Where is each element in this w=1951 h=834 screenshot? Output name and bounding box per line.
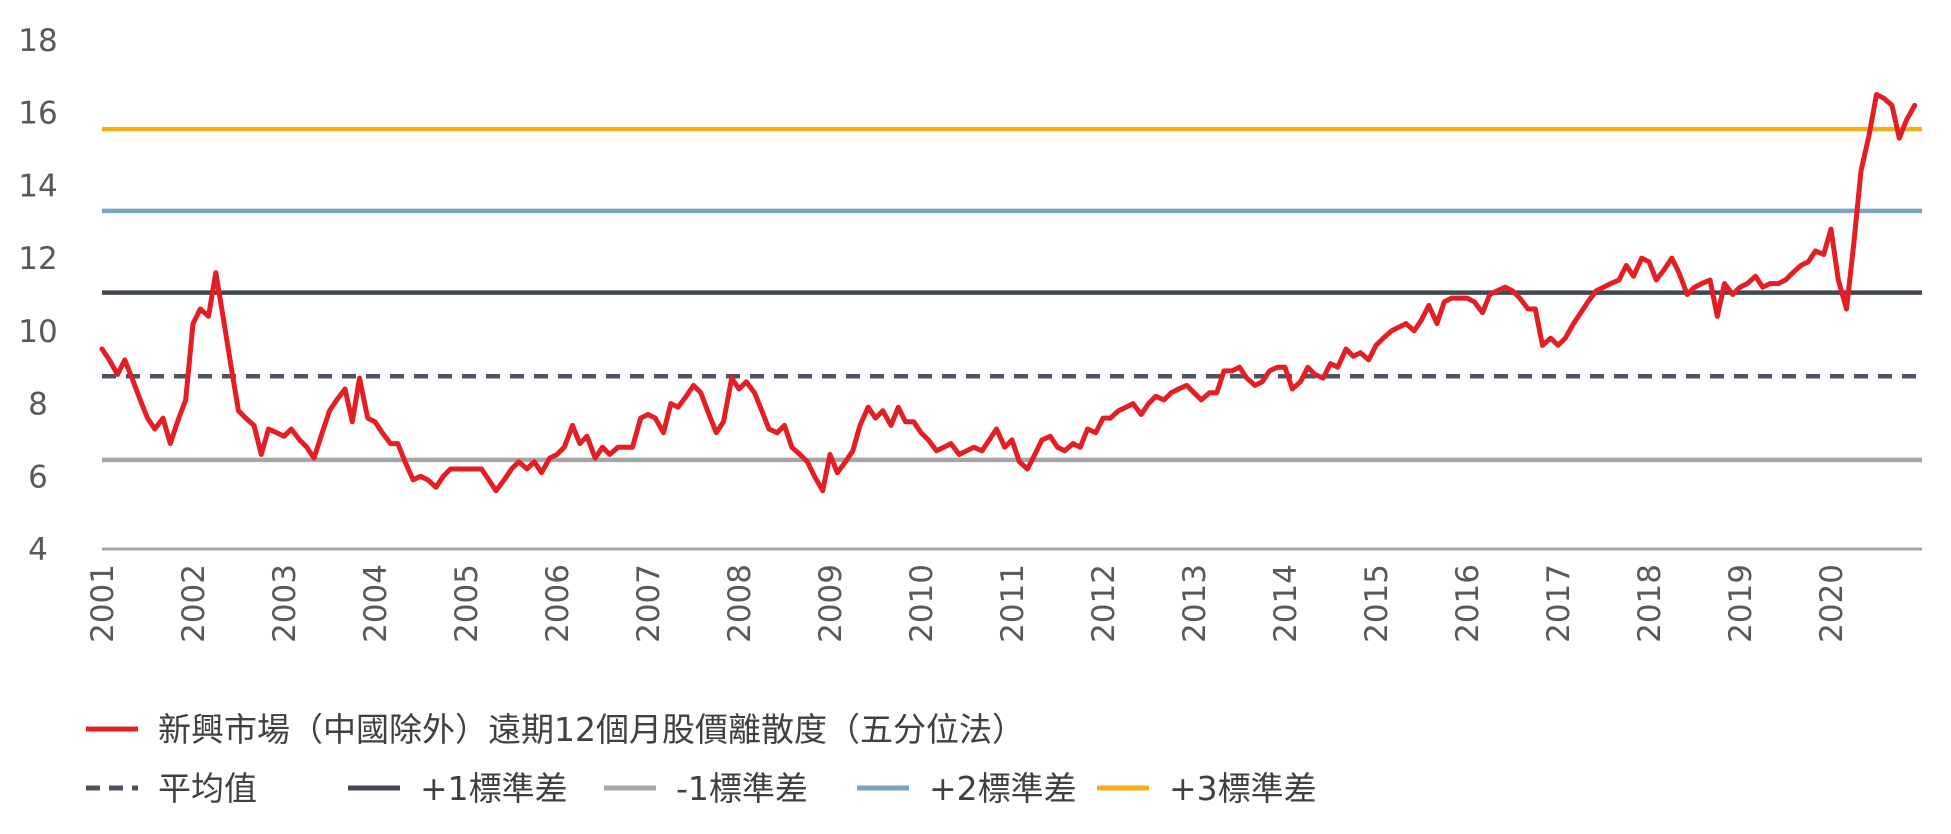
x-tick-label: 2001 <box>85 564 121 643</box>
x-tick-label: 2013 <box>1177 564 1213 643</box>
x-tick-label: 2010 <box>904 564 940 643</box>
y-tick-label: 4 <box>28 532 48 568</box>
x-tick-label: 2019 <box>1723 564 1759 643</box>
x-tick-label: 2015 <box>1359 564 1395 643</box>
legend-label-2: 平均值 <box>158 769 257 808</box>
x-tick-label: 2014 <box>1268 564 1304 643</box>
x-tick-label: 2012 <box>1086 564 1122 643</box>
legend: 新興市場（中國除外）遠期12個月股價離散度（五分位法） 平均值 +1標準差 -1標準差… <box>86 710 1317 808</box>
x-tick-label: 2002 <box>176 564 212 643</box>
y-tick-label: 12 <box>18 241 57 277</box>
y-tick-label: 16 <box>18 96 57 132</box>
x-tick-label: 2004 <box>358 564 394 643</box>
legend-label-6: +3標準差 <box>1169 769 1317 808</box>
x-tick-label: 2017 <box>1541 564 1577 643</box>
legend-label-3: +1標準差 <box>420 769 568 808</box>
x-tick-label: 2003 <box>267 564 303 643</box>
x-tick-label: 2018 <box>1632 564 1668 643</box>
reference-lines <box>102 126 1922 463</box>
x-axis-ticks: 2001 2002 2003 2004 2005 2006 2007 2008 2009 2010… <box>85 564 1850 643</box>
x-tick-label: 2005 <box>449 564 485 643</box>
y-axis-ticks: 4 6 8 10 12 14 16 18 <box>18 23 57 568</box>
legend-label-4: -1標準差 <box>676 769 808 808</box>
y-tick-label: 10 <box>18 314 57 350</box>
x-tick-label: 2011 <box>995 564 1031 643</box>
x-tick-label: 2009 <box>813 564 849 643</box>
x-tick-label: 2006 <box>540 564 576 643</box>
x-tick-label: 2008 <box>722 564 758 643</box>
legend-label-5: +2標準差 <box>929 769 1077 808</box>
series-line-dispersion <box>99 92 1918 494</box>
x-tick-label: 2007 <box>631 564 667 643</box>
y-tick-label: 8 <box>28 387 48 423</box>
legend-label-1: 新興市場（中國除外）遠期12個月股價離散度（五分位法） <box>158 710 1025 749</box>
y-tick-label: 18 <box>18 23 57 59</box>
y-tick-label: 6 <box>28 459 48 495</box>
x-tick-label: 2020 <box>1814 564 1850 643</box>
x-tick-label: 2016 <box>1450 564 1486 643</box>
y-tick-label: 14 <box>18 168 57 204</box>
main-series-group <box>99 92 1918 494</box>
